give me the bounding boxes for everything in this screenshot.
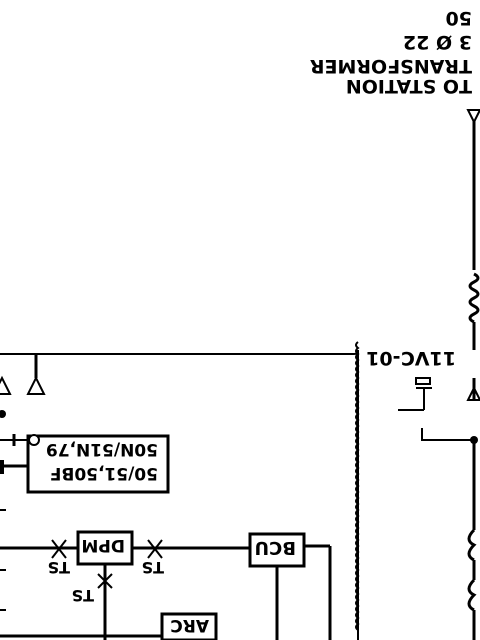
ts-label-bottom: TS — [72, 586, 94, 605]
bcu-box: BCU — [248, 532, 332, 640]
ts-label-right: TS — [48, 558, 70, 577]
ts-label-left: TS — [142, 558, 164, 577]
note-line-2: TRANSFORMER — [309, 55, 472, 77]
current-transformer-1 — [467, 578, 477, 612]
arc-label: ARC — [170, 615, 209, 635]
left-edge-ticks — [0, 509, 6, 611]
breaker-upper-contact — [466, 109, 480, 125]
reactor-coil — [468, 272, 480, 324]
feeder-line — [466, 109, 480, 640]
bcu-label: BCU — [254, 537, 296, 558]
current-transformer-2 — [467, 528, 477, 562]
note-line-1: TO STATION — [346, 75, 472, 97]
note-block: TO STATION TRANSFORMER 3 Ø 22 50 — [309, 7, 472, 97]
breaker-lower-contact — [466, 385, 480, 401]
bus-junction-dot — [0, 410, 6, 418]
relay-line-1: 50/51,50BF — [50, 463, 158, 483]
fuse-block — [0, 460, 4, 474]
relay-functions-box: 50/51,50BF 50N/51N,79 — [0, 434, 170, 494]
relay-line-2: 50N/51N,79 — [46, 439, 158, 459]
dpm-label: DPM — [82, 535, 126, 555]
breaker-tag-group: 11VC-01 — [366, 347, 474, 441]
dpm-box: DPM TS TS TS — [0, 530, 250, 640]
breaker-tag: 11VC-01 — [366, 347, 456, 369]
earth-terminal-icon — [28, 434, 40, 446]
note-line-4: 50 — [446, 7, 472, 29]
ts-switch-bottom — [97, 573, 113, 589]
bus-arrow-1 — [26, 375, 46, 395]
note-line-3: 3 Ø 22 — [403, 31, 472, 53]
arc-box: ARC — [0, 612, 218, 640]
ts-switch-left — [147, 539, 163, 559]
bus-stub — [0, 354, 46, 474]
ts-switch-right — [51, 539, 67, 559]
panel-boundary — [0, 341, 360, 640]
bus-arrow-2 — [0, 375, 12, 395]
